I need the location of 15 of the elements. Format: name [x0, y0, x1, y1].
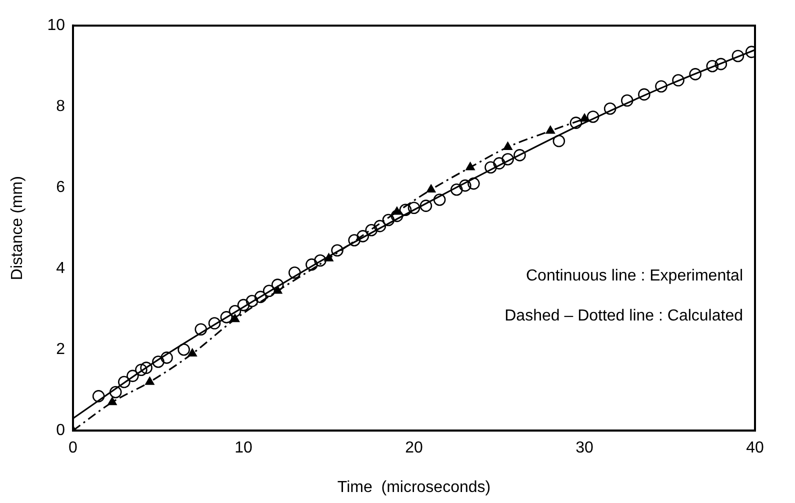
y-axis-title: Distance (mm) [9, 176, 26, 280]
y-tick-label: 2 [56, 341, 66, 358]
x-tick-label: 40 [746, 440, 764, 457]
x-tick-label: 20 [405, 440, 423, 457]
annotation: Dashed – Dotted line : Calculated [504, 308, 743, 325]
y-tick-label: 4 [56, 260, 66, 278]
y-tick-label: 6 [56, 179, 66, 196]
annotation: Continuous line : Experimental [526, 268, 743, 285]
y-tick-label: 10 [47, 17, 66, 34]
x-tick-label: 0 [68, 440, 78, 457]
y-tick-label: 8 [56, 98, 66, 116]
y-tick-label: 0 [56, 422, 66, 440]
x-tick-label: 30 [576, 440, 594, 457]
x-axis-title: Time (microseconds) [337, 478, 491, 496]
x-tick-label: 10 [234, 440, 252, 457]
